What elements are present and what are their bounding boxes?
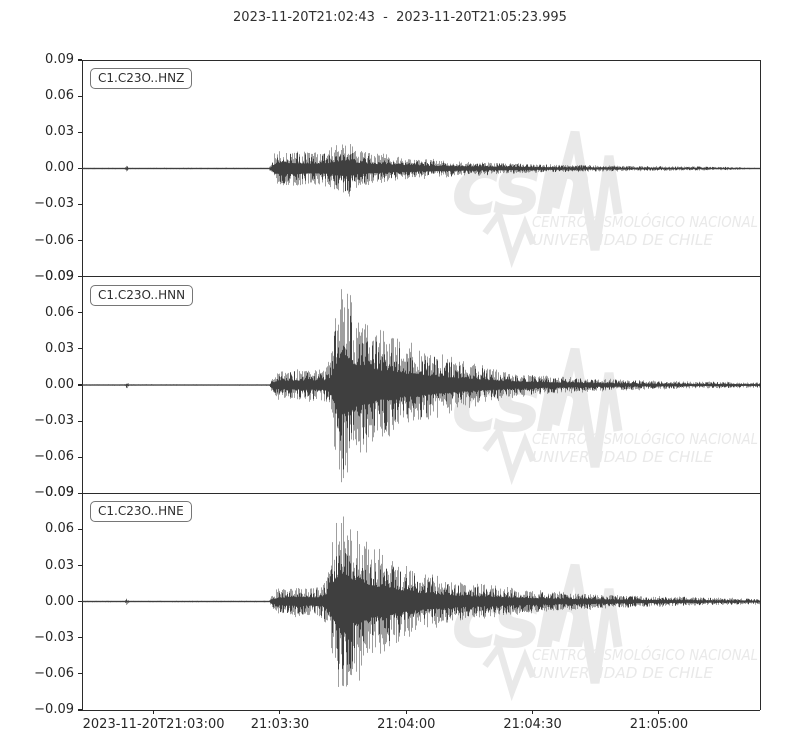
- y-tick-label: −0.09: [34, 268, 74, 284]
- x-tick-mark: [279, 710, 281, 714]
- y-tick-mark: [78, 492, 82, 494]
- x-tick-label: 21:03:30: [250, 717, 310, 732]
- y-tick-mark: [78, 348, 82, 350]
- y-tick-mark: [78, 312, 82, 314]
- y-tick-mark: [78, 420, 82, 422]
- y-tick-mark: [78, 276, 82, 278]
- y-tick-label: −0.09: [34, 702, 74, 717]
- y-tick-label: −0.06: [34, 232, 74, 248]
- y-tick-mark: [78, 59, 82, 61]
- x-tick-mark: [153, 710, 155, 714]
- y-tick-label: 0.00: [45, 377, 74, 392]
- y-tick-label: 0.03: [45, 340, 74, 356]
- y-tick-label: −0.06: [34, 449, 74, 465]
- y-tick-mark: [78, 637, 82, 639]
- y-tick-label: 0.09: [45, 485, 74, 501]
- subplot-hnn: csn CENTRO SISMOLÓGICO NACIONAL UNIVERSI…: [82, 276, 760, 494]
- x-tick-label: 21:04:30: [503, 717, 562, 732]
- y-tick-label: 0.06: [45, 88, 74, 104]
- y-tick-mark: [78, 167, 82, 169]
- x-tick-label: 21:05:00: [629, 717, 689, 732]
- station-label-hnz: C1.C23O..HNZ: [90, 68, 193, 89]
- y-tick-label: −0.03: [34, 413, 74, 429]
- y-tick-mark: [78, 709, 82, 711]
- y-tick-mark: [78, 95, 82, 97]
- y-tick-label: 0.03: [45, 557, 74, 573]
- x-tick-label: 2023-11-20T21:03:00: [82, 717, 225, 732]
- y-tick-label: −0.03: [34, 629, 74, 645]
- x-tick-mark: [405, 710, 407, 714]
- x-tick-label: 21:04:00: [377, 717, 436, 732]
- y-tick-label: 0.09: [45, 52, 74, 67]
- y-tick-mark: [78, 203, 82, 205]
- y-tick-label: −0.03: [34, 196, 74, 212]
- y-tick-mark: [78, 673, 82, 675]
- y-tick-label: −0.06: [34, 665, 74, 681]
- station-label-hnn: C1.C23O..HNN: [90, 284, 194, 306]
- y-tick-label: 0.00: [45, 593, 74, 609]
- y-tick-mark: [78, 240, 82, 242]
- waveform-canvas-hne: [82, 493, 760, 710]
- y-tick-label: 0.06: [45, 304, 74, 320]
- x-tick-mark: [532, 710, 534, 714]
- y-tick-label: 0.09: [45, 268, 74, 284]
- station-label-hne: C1.C23O..HNE: [90, 501, 192, 523]
- axis-spine: [82, 709, 760, 711]
- axis-spine: [759, 60, 761, 710]
- subplot-hnz: csn CENTRO SISMOLÓGICO NACIONAL UNIVERSI…: [82, 60, 760, 277]
- y-tick-mark: [78, 131, 82, 133]
- y-tick-mark: [78, 601, 82, 603]
- x-tick-mark: [658, 710, 660, 714]
- y-tick-label: 0.03: [45, 124, 74, 140]
- y-tick-label: 0.06: [45, 521, 74, 537]
- figure-title: 2023-11-20T21:02:43 - 2023-11-20T21:05:2…: [233, 10, 567, 25]
- y-tick-mark: [78, 528, 82, 530]
- y-tick-mark: [78, 384, 82, 386]
- waveform-canvas-hnn: [82, 276, 760, 494]
- waveform-canvas-hnz: [82, 60, 760, 277]
- y-tick-label: −0.09: [34, 485, 74, 501]
- y-tick-mark: [78, 565, 82, 567]
- y-tick-mark: [78, 456, 82, 458]
- subplot-hne: csn CENTRO SISMOLÓGICO NACIONAL UNIVERSI…: [82, 493, 760, 710]
- y-tick-label: 0.00: [45, 160, 74, 176]
